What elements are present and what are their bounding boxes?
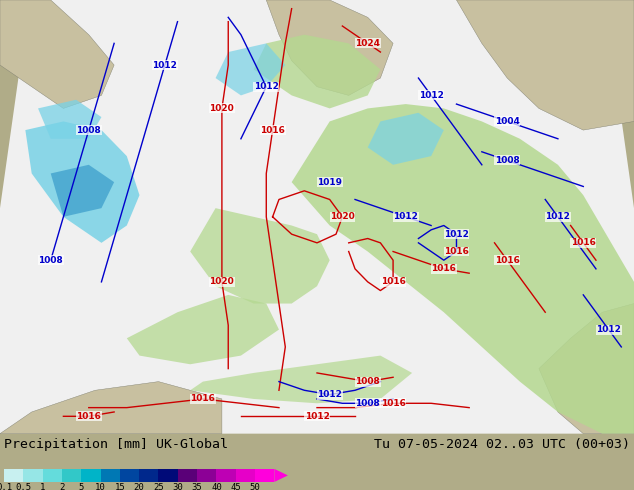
Text: 1012: 1012 xyxy=(545,212,571,221)
Text: 1012: 1012 xyxy=(418,91,444,100)
Text: 2: 2 xyxy=(59,483,65,490)
Polygon shape xyxy=(266,0,393,96)
Text: 1016: 1016 xyxy=(380,277,406,286)
Text: 0.5: 0.5 xyxy=(15,483,31,490)
Polygon shape xyxy=(539,304,634,434)
Polygon shape xyxy=(216,44,285,96)
Text: 1016: 1016 xyxy=(444,247,469,256)
Polygon shape xyxy=(190,356,412,403)
Polygon shape xyxy=(456,0,634,130)
Bar xyxy=(255,469,275,482)
Text: 5: 5 xyxy=(79,483,84,490)
Polygon shape xyxy=(0,0,114,108)
Text: 1016: 1016 xyxy=(571,238,596,247)
Bar xyxy=(139,469,158,482)
Text: 1012: 1012 xyxy=(596,325,621,334)
Text: 1016: 1016 xyxy=(431,265,456,273)
Text: 1008: 1008 xyxy=(495,156,520,165)
Text: 1008: 1008 xyxy=(76,125,101,135)
Text: 0.1: 0.1 xyxy=(0,483,12,490)
Text: 1012: 1012 xyxy=(152,61,178,70)
Polygon shape xyxy=(254,35,380,108)
Polygon shape xyxy=(368,113,444,165)
Polygon shape xyxy=(25,122,139,243)
Polygon shape xyxy=(51,165,114,217)
Text: 1016: 1016 xyxy=(76,412,101,421)
Text: 1020: 1020 xyxy=(209,277,235,286)
Text: 1: 1 xyxy=(40,483,45,490)
Text: 50: 50 xyxy=(250,483,261,490)
Text: 1008: 1008 xyxy=(355,377,380,386)
Bar xyxy=(158,469,178,482)
Polygon shape xyxy=(127,295,279,364)
Text: Tu 07-05-2024 02..03 UTC (00+03): Tu 07-05-2024 02..03 UTC (00+03) xyxy=(374,438,630,451)
Text: 10: 10 xyxy=(95,483,106,490)
Text: 35: 35 xyxy=(191,483,202,490)
Text: 1020: 1020 xyxy=(209,104,235,113)
Text: 1008: 1008 xyxy=(38,256,63,265)
Text: 1016: 1016 xyxy=(260,125,285,135)
Bar xyxy=(216,469,236,482)
Text: 1012: 1012 xyxy=(444,230,469,239)
Bar xyxy=(236,469,255,482)
Bar xyxy=(42,469,62,482)
Text: 20: 20 xyxy=(134,483,145,490)
Text: 1024: 1024 xyxy=(355,39,380,48)
Polygon shape xyxy=(292,104,634,434)
Text: 1012: 1012 xyxy=(254,82,279,91)
Text: 1012: 1012 xyxy=(317,390,342,399)
Text: 40: 40 xyxy=(211,483,222,490)
Text: 1019: 1019 xyxy=(317,178,342,187)
Text: Precipitation [mm] UK-Global: Precipitation [mm] UK-Global xyxy=(4,438,228,451)
Polygon shape xyxy=(275,469,288,482)
Text: 1016: 1016 xyxy=(190,394,216,403)
Bar xyxy=(120,469,139,482)
Bar xyxy=(4,469,23,482)
Bar xyxy=(81,469,101,482)
Text: 1012: 1012 xyxy=(393,212,418,221)
Text: 30: 30 xyxy=(172,483,183,490)
Text: 1012: 1012 xyxy=(304,412,330,421)
Polygon shape xyxy=(38,100,101,139)
Text: 45: 45 xyxy=(230,483,241,490)
Bar xyxy=(178,469,197,482)
Text: 25: 25 xyxy=(153,483,164,490)
Text: 15: 15 xyxy=(115,483,126,490)
Text: 1016: 1016 xyxy=(495,256,520,265)
Bar xyxy=(197,469,216,482)
Bar xyxy=(101,469,120,482)
Bar xyxy=(62,469,81,482)
Text: 1016: 1016 xyxy=(380,399,406,408)
PathPatch shape xyxy=(0,0,634,434)
Polygon shape xyxy=(190,208,330,304)
Text: 1008: 1008 xyxy=(355,399,380,408)
Bar xyxy=(23,469,42,482)
Text: 1020: 1020 xyxy=(330,212,355,221)
Text: 1004: 1004 xyxy=(495,117,520,126)
Polygon shape xyxy=(0,382,222,434)
